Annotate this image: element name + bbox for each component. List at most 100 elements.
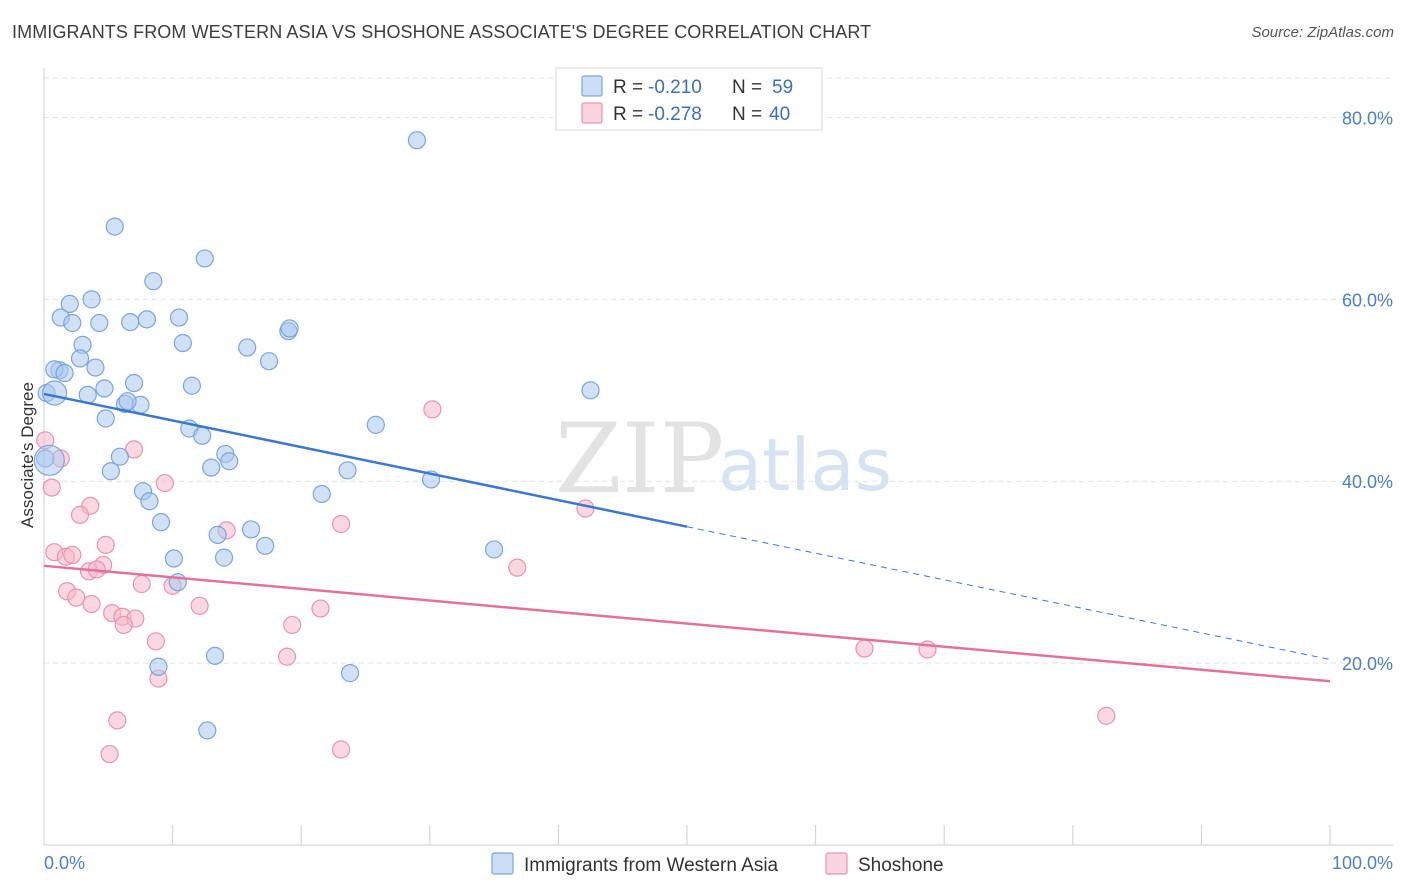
series-legend-label-western-asia: Immigrants from Western Asia [524, 855, 779, 876]
western-asia-point-22 [55, 363, 74, 383]
y-axis-title: Associate's Degree [18, 382, 37, 528]
shoshone-point-2 [423, 400, 442, 419]
western-asia-point-5 [82, 290, 101, 309]
western-asia-point-42 [338, 461, 357, 480]
shoshone-point-36 [1097, 706, 1116, 725]
western-asia-point-55 [149, 657, 168, 676]
western-asia-point-51 [485, 540, 504, 559]
western-asia-point-32 [96, 409, 115, 428]
series-legend-label-shoshone: Shoshone [858, 855, 944, 876]
shoshone-point-32 [855, 639, 874, 658]
western-asia-point-52 [164, 549, 183, 568]
shoshone-point-37 [108, 711, 127, 730]
y-tick-label-0: 20.0% [1342, 654, 1393, 674]
western-asia-point-58 [198, 721, 217, 740]
gridlines [44, 77, 1393, 664]
shoshone-point-18 [508, 558, 527, 577]
source-credit: Source: ZipAtlas.com [1251, 24, 1394, 41]
western-asia-point-17 [70, 349, 90, 368]
shoshone-point-24 [190, 596, 209, 615]
legend-r-value-1: -0.278 [648, 104, 702, 125]
y-tick-label-2: 60.0% [1342, 290, 1393, 310]
western-asia-point-18 [259, 352, 279, 371]
legend-n-value-1: 40 [769, 104, 790, 125]
chart-title: IMMIGRANTS FROM WESTERN ASIA VS SHOSHONE… [12, 22, 872, 42]
western-asia-trend-extension [686, 526, 1331, 660]
shoshone-point-25 [311, 599, 330, 618]
western-asia-point-33 [366, 415, 385, 434]
shoshone-point-4 [155, 473, 174, 493]
western-asia-point-50 [256, 536, 275, 555]
shoshone-point-8 [576, 499, 595, 518]
legend-n-value-0: 59 [772, 77, 793, 98]
shoshone-point-3 [124, 440, 144, 459]
shoshone-point-29 [114, 615, 133, 635]
legend-swatch-pink [581, 102, 603, 124]
western-asia-point-24 [182, 376, 201, 395]
western-asia-point-57 [340, 664, 360, 683]
western-asia-point-25 [95, 379, 114, 398]
western-asia-trend-line [43, 392, 688, 528]
western-asia-point-13 [280, 319, 299, 338]
western-asia-point-14 [173, 333, 192, 353]
shoshone-point-9 [331, 514, 351, 534]
watermark: ZIP atlas [555, 403, 892, 515]
legend-n-label-1: N = [732, 104, 762, 125]
shoshone-point-5 [42, 478, 61, 497]
western-asia-point-40 [202, 458, 221, 477]
series-legend: Immigrants from Western Asia Shoshone [491, 852, 944, 876]
western-asia-point-48 [241, 520, 261, 539]
series-legend-swatch-shoshone [825, 852, 848, 875]
shoshone-point-7 [70, 505, 90, 524]
western-asia-point-31 [118, 392, 137, 411]
western-asia-point-19 [86, 358, 105, 377]
shoshone-point-34 [277, 647, 297, 666]
x-tick-label-max: 100.0% [1332, 853, 1393, 873]
shoshone-trend-line [43, 564, 1331, 683]
western-asia-point-16 [238, 338, 257, 357]
watermark-zip: ZIP [555, 403, 724, 515]
y-tick-label-1: 40.0% [1342, 472, 1393, 492]
legend-r-label-1: R = [613, 104, 643, 125]
western-asia-point-53 [214, 548, 234, 567]
western-asia-point-4 [60, 294, 79, 313]
western-asia-point-47 [151, 513, 171, 532]
shoshone-point-11 [96, 535, 115, 554]
western-asia-points [33, 131, 600, 740]
series-legend-swatch-western-asia [491, 852, 514, 875]
x-tick-labels: 0.0% 100.0% [44, 853, 1393, 873]
shoshone-point-39 [100, 744, 119, 764]
western-asia-point-2 [195, 249, 214, 268]
western-asia-point-10 [137, 310, 156, 329]
western-asia-point-28 [581, 381, 600, 400]
western-asia-point-56 [205, 646, 225, 665]
shoshone-point-31 [146, 632, 165, 651]
western-asia-point-0 [407, 131, 427, 150]
trend-lines [43, 392, 1331, 683]
western-asia-point-9 [121, 312, 140, 332]
western-asia-point-45 [312, 484, 331, 504]
western-asia-point-39 [220, 452, 239, 471]
western-asia-point-35 [193, 426, 212, 445]
shoshone-point-38 [331, 740, 351, 759]
western-asia-point-cluster-2 [33, 444, 65, 476]
legend-n-label-0: N = [732, 77, 762, 98]
western-asia-point-46 [140, 492, 159, 511]
x-tick-label-min: 0.0% [44, 853, 85, 873]
western-asia-point-41 [101, 462, 120, 481]
shoshone-point-23 [82, 594, 101, 614]
shoshone-point-19 [132, 574, 151, 594]
western-asia-point-49 [208, 525, 227, 544]
legend-r-label-0: R = [613, 77, 643, 98]
legend-swatch-blue [581, 75, 603, 97]
western-asia-point-8 [90, 313, 109, 333]
shoshone-point-30 [283, 615, 302, 635]
shoshone-point-14 [63, 545, 82, 564]
y-tick-labels: 20.0% 40.0% 60.0% 80.0% [1342, 108, 1393, 674]
western-asia-point-3 [144, 272, 163, 291]
legend-r-value-0: -0.210 [648, 77, 702, 98]
correlation-legend: R = -0.210 N = 59 R = -0.278 N = 40 [555, 67, 823, 131]
western-asia-point-1 [105, 217, 124, 236]
shoshone-point-22 [67, 588, 86, 607]
